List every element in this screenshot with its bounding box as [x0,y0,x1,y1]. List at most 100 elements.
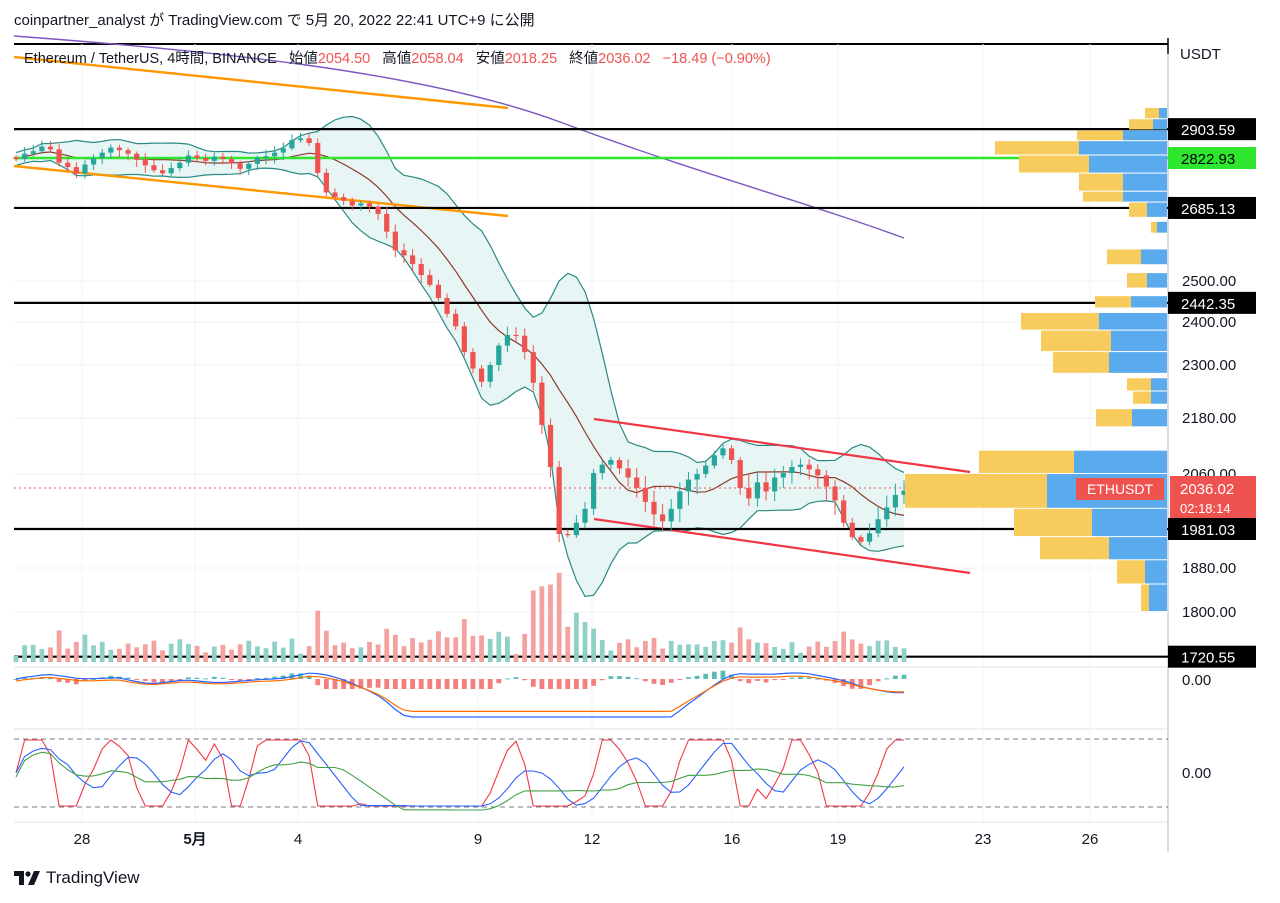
candle-body-9 [90,158,97,165]
macd-indicator [13,670,907,718]
candle-body-13 [125,150,131,154]
macd-histogram-bar-58 [513,677,519,679]
orange-channel-upper [13,55,509,110]
volume-bar-29 [263,648,269,662]
volume-bar-34 [306,646,312,662]
bollinger-fill [16,116,904,597]
volume-bar-53 [470,635,476,662]
volume-bar-57 [505,636,510,662]
candle-body-38 [341,197,347,201]
last-price-marker: ETHUSDT 2036.02 02:18:14 [1076,476,1256,518]
time-tick-5: 16 [724,831,741,848]
volume-profile-up-18 [1123,173,1167,191]
macd-histogram-bar-26 [237,679,243,682]
macd-histogram-bar-79 [694,675,700,679]
level-tag-4: 1981.03 [1181,522,1235,539]
volume-bar-67 [591,628,597,662]
volume-bar-89 [780,648,786,662]
volume-bar-41 [367,641,372,662]
volume-bar-103 [901,648,907,662]
macd-histogram-bar-86 [755,679,760,681]
candle-body-82 [720,448,726,456]
candle-body-91 [797,464,804,467]
level-price-tags: 2903.59 2822.93 2685.13 2442.35 1981.03 1720.… [1168,118,1256,668]
volume-bar-49 [436,631,441,662]
candle-body-89 [780,473,786,478]
volume-bar-97 [849,639,855,662]
volume-profile-up-6 [1132,409,1167,427]
candle-body-31 [280,148,286,153]
volume-bar-15 [142,644,148,662]
macd-histogram-bar-51 [453,679,459,689]
macd-histogram-bar-37 [332,679,338,689]
candle-body-80 [703,465,709,474]
macd-histogram-bar-81 [711,671,717,679]
volume-bar-68 [599,639,605,662]
macd-histogram-bar-100 [875,679,881,682]
volume-bar-35 [315,610,321,662]
volume-profile-down-0 [1141,584,1149,611]
macd-histogram-bar-42 [375,679,381,688]
candle-body-88 [772,477,778,492]
volume-profile-down-18 [1079,173,1123,191]
volume-bar-6 [65,648,71,662]
macd-histogram-bar-87 [763,679,769,683]
volume-bar-100 [875,640,881,662]
candlestick-series [13,132,907,546]
volume-profile-down-21 [1077,130,1123,141]
volume-bar-69 [608,650,614,662]
volume-profile-down-16 [1129,202,1147,217]
time-tick-7: 23 [975,831,992,848]
candle-body-96 [841,500,847,523]
macd-histogram-bar-43 [384,679,390,689]
macd-histogram-bar-67 [591,679,597,686]
time-axis-labels: 28 5月 4 9 12 16 19 23 26 [74,831,1099,848]
volume-bar-76 [668,640,674,662]
macd-histogram-bar-66 [582,679,588,689]
volume-profile-down-13 [1127,273,1147,288]
time-tick-2: 4 [294,831,302,848]
volume-bar-47 [418,642,424,662]
volume-bar-18 [168,643,174,662]
macd-histogram-bar-29 [263,677,269,679]
candle-body-50 [444,298,450,314]
volume-bar-65 [573,612,579,662]
candle-body-90 [789,467,795,474]
stoch-k-line [15,738,904,807]
candle-body-93 [815,469,821,476]
candle-body-20 [185,155,192,163]
price-tick-2: 2300.00 [1182,357,1236,374]
open-value: 2054.50 [318,51,370,67]
tradingview-wordmark: TradingView [46,868,140,887]
volume-bar-56 [496,631,502,662]
candle-body-59 [522,335,528,353]
candle-body-61 [539,382,545,425]
candle-body-83 [728,448,735,460]
volume-bar-102 [892,646,898,662]
volume-bar-52 [461,619,467,662]
macd-histogram-bar-103 [901,674,907,679]
candle-body-11 [108,147,114,153]
candle-body-100 [875,519,881,534]
macd-histogram-bar-101 [884,678,890,680]
candle-body-47 [418,264,424,276]
macd-histogram-bar-73 [642,679,648,682]
candle-body-36 [323,172,329,193]
candle-body-68 [599,464,605,474]
volume-bar-10 [99,641,105,662]
macd-histogram-bar-4 [48,678,53,680]
candle-body-85 [746,487,752,499]
candle-body-69 [608,460,614,465]
macd-histogram-bar-56 [496,679,502,684]
volume-bar-63 [556,572,562,662]
horizontal-levels [14,128,1168,658]
volume-profile-down-8 [1127,378,1151,391]
candle-body-49 [435,284,442,299]
volume-bar-25 [229,649,234,662]
volume-profile-up-3 [1092,508,1167,537]
time-tick-0: 28 [74,831,91,848]
candle-body-45 [401,250,407,256]
volume-bar-2 [30,644,36,662]
candle-body-27 [246,163,252,169]
